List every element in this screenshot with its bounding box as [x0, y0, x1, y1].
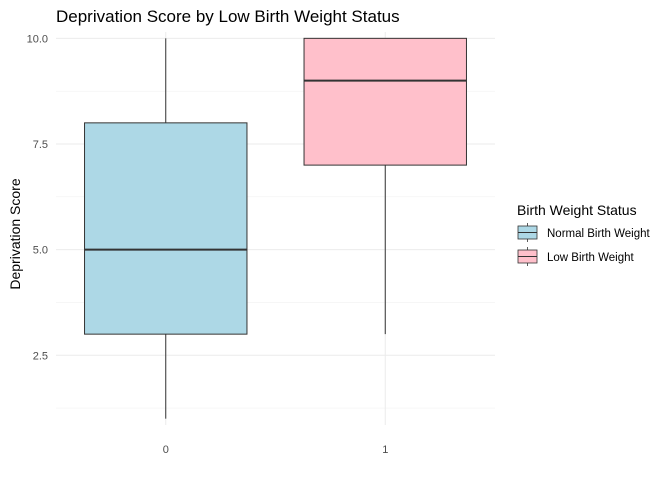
box-group	[84, 38, 248, 419]
y-tick-label: 7.5	[33, 139, 48, 151]
legend-key	[517, 223, 538, 242]
boxes	[84, 37, 467, 419]
x-tick-label: 1	[382, 444, 388, 456]
chart-title: Deprivation Score by Low Birth Weight St…	[56, 7, 400, 26]
box-group	[303, 37, 467, 335]
legend-label: Normal Birth Weight	[547, 228, 650, 240]
y-tick-label: 2.5	[33, 350, 48, 362]
legend-label: Low Birth Weight	[547, 252, 635, 264]
y-axis-title: Deprivation Score	[7, 178, 23, 289]
y-tick-label: 5.0	[33, 245, 48, 257]
legend: Birth Weight Status Normal Birth Weight L…	[517, 202, 650, 266]
y-tick-label: 10.0	[27, 33, 48, 45]
box	[303, 37, 467, 166]
legend-key	[517, 247, 538, 266]
legend-title: Birth Weight Status	[517, 202, 637, 218]
y-axis: 2.5 5.0 7.5 10.0	[27, 33, 48, 362]
box	[84, 122, 248, 335]
x-tick-label: 0	[163, 444, 169, 456]
